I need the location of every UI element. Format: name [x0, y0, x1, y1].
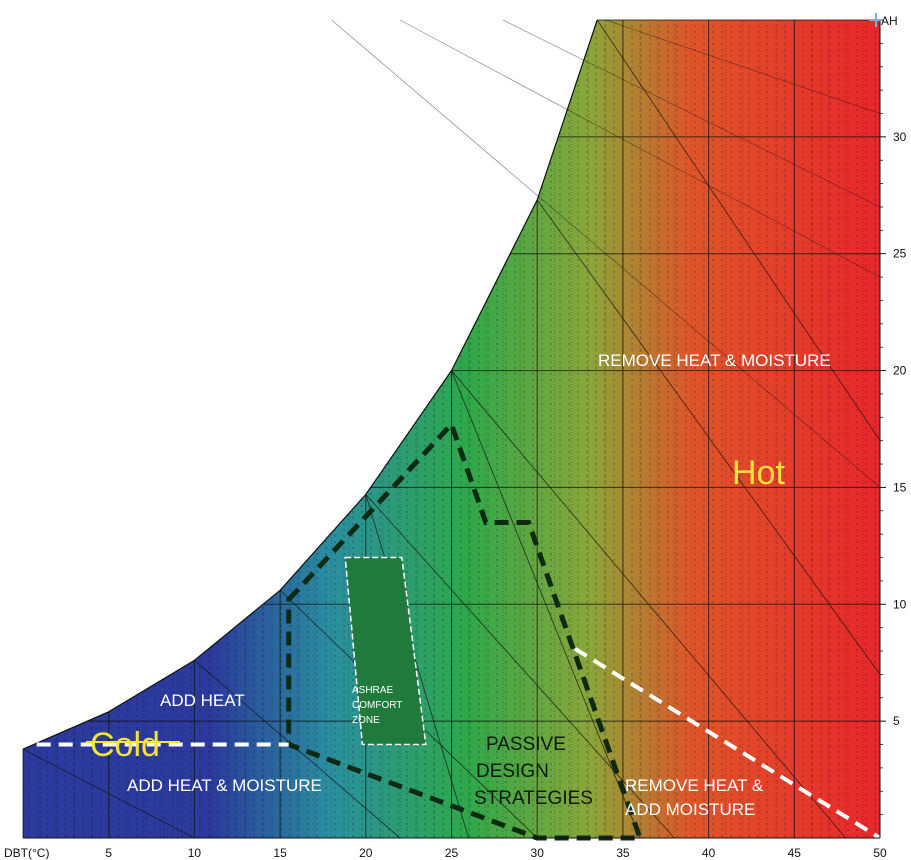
wet-bulb-line	[365, 494, 675, 839]
label-comfort-2: COMFORT	[352, 700, 402, 711]
label-comfort-1: ASHRAE	[352, 685, 393, 696]
label-passive-2: DESIGN	[476, 761, 549, 782]
x-tick-label: 30	[531, 846, 545, 860]
x-tick-label: 5	[105, 846, 112, 860]
x-tick-label: 15	[273, 846, 287, 860]
y-tick-label: 5	[893, 714, 900, 728]
hot-boundary-line	[573, 646, 882, 840]
x-tick-label: 10	[188, 846, 202, 860]
label-hot: Hot	[732, 454, 785, 492]
x-axis: 5 10 15 20 25 30 35 40 45 50	[23, 837, 887, 860]
y-axis-label: AH	[881, 14, 898, 28]
enthalpy-line	[605, 19, 881, 114]
enthalpy-line	[502, 19, 881, 208]
label-comfort-3: ZONE	[352, 715, 380, 726]
crosshair-icon	[869, 13, 883, 27]
wet-bulb-line	[451, 370, 847, 839]
y-tick-label: 15	[893, 480, 907, 494]
wet-bulb-line	[451, 370, 641, 839]
y-axis: 5 10 15 20 25 30	[879, 20, 907, 838]
saturation-curve	[22, 19, 598, 750]
x-tick-label: 20	[359, 846, 373, 860]
wet-bulb-line	[365, 494, 470, 839]
wet-bulb-line	[536, 199, 881, 675]
label-remove-heat-moisture: REMOVE HEAT & MOISTURE	[598, 351, 831, 370]
x-tick-label: 45	[788, 846, 802, 860]
x-tick-label: 50	[873, 846, 887, 860]
x-tick-label: 35	[616, 846, 630, 860]
comfort-zone	[344, 556, 427, 746]
label-passive-3: STRATEGIES	[474, 788, 593, 809]
y-tick-label: 30	[893, 130, 907, 144]
wet-bulb-line	[22, 748, 195, 839]
y-tick-label: 10	[893, 597, 907, 611]
label-add-heat: ADD HEAT	[160, 691, 245, 710]
label-add-heat-moisture: ADD HEAT & MOISTURE	[127, 776, 322, 795]
label-remove-heat-add-2: ADD MOISTURE	[625, 800, 755, 819]
x-tick-label: 25	[445, 846, 459, 860]
passive-design-zone	[286, 419, 644, 841]
label-remove-heat-add-1: REMOVE HEAT &	[625, 776, 764, 795]
enthalpy-line	[331, 19, 881, 488]
x-tick-label: 40	[702, 846, 716, 860]
y-tick-label: 20	[893, 364, 907, 378]
label-passive-1: PASSIVE	[486, 734, 566, 755]
x-axis-label: DBT(°C)	[4, 846, 49, 860]
enthalpy-line	[399, 19, 881, 278]
y-tick-label: 25	[893, 247, 907, 261]
label-cold: Cold	[90, 726, 160, 764]
